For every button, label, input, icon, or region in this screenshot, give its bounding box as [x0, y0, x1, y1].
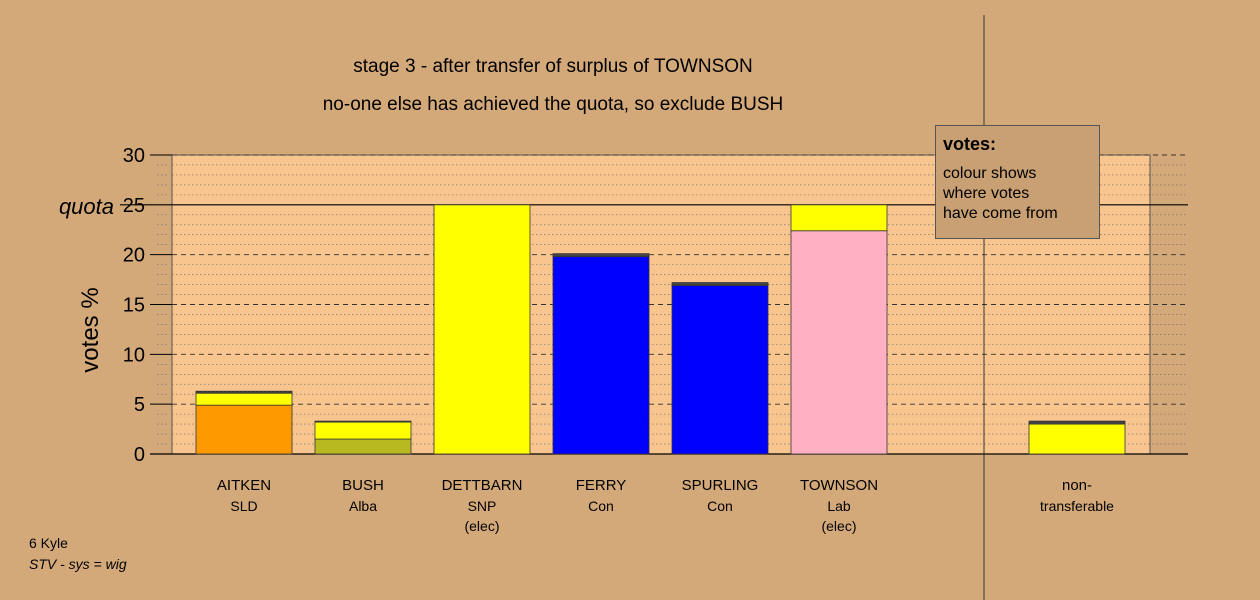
- bar-segment: [314, 438, 412, 455]
- y-tick-label: 5: [134, 394, 145, 416]
- x-tick-label: Lab: [827, 498, 851, 514]
- legend-title: votes:: [943, 134, 997, 154]
- x-tick-label: (elec): [821, 518, 856, 534]
- y-tick-label: 15: [123, 295, 145, 317]
- x-tick-label: BUSH: [342, 477, 384, 494]
- y-tick-label: 30: [123, 145, 145, 167]
- x-tick-label: transferable: [1040, 498, 1114, 514]
- bar-segment: [1028, 420, 1126, 425]
- x-tick-label: Con: [707, 498, 733, 514]
- legend-line-3: have come from: [943, 205, 1058, 222]
- bar-segment: [671, 282, 769, 286]
- x-tick-label: SNP: [468, 498, 497, 514]
- chart-subtitle: no-one else has achieved the quota, so e…: [323, 94, 784, 115]
- x-tick-label: FERRY: [576, 477, 627, 494]
- quota-label: quota: [59, 194, 114, 219]
- footer-constituency: 6 Kyle: [29, 535, 68, 551]
- bar-segment: [552, 256, 650, 455]
- bar-segment: [314, 421, 412, 440]
- x-tick-label: SPURLING: [682, 477, 759, 494]
- legend-line-1: colour shows: [943, 165, 1037, 182]
- legend-box: votes: colour shows where votes have com…: [935, 125, 1100, 239]
- x-tick-label: non-: [1062, 477, 1092, 494]
- bar-segment: [671, 285, 769, 455]
- bar-segment: [433, 204, 531, 455]
- x-tick-label: Con: [588, 498, 614, 514]
- bar-segment: [790, 230, 888, 455]
- x-tick-label: DETTBARN: [442, 477, 523, 494]
- bar-segment: [790, 204, 888, 232]
- x-tick-label: (elec): [464, 518, 499, 534]
- x-tick-label: Alba: [349, 498, 377, 514]
- x-tick-label: AITKEN: [217, 477, 271, 494]
- bar-segment: [552, 253, 650, 258]
- bar-segment: [195, 392, 293, 406]
- chart-title: stage 3 - after transfer of surplus of T…: [353, 56, 753, 77]
- x-tick-label: TOWNSON: [800, 477, 878, 494]
- bar-segment: [1028, 423, 1126, 455]
- bar-segment: [195, 390, 293, 394]
- y-tick-label: 20: [123, 245, 145, 267]
- legend-line-2: where votes: [943, 185, 1030, 202]
- footer-system: STV - sys = wig: [29, 556, 127, 572]
- x-tick-label: SLD: [230, 498, 257, 514]
- y-tick-label: 10: [123, 344, 145, 366]
- y-tick-label: 25: [123, 195, 145, 217]
- bar-segment: [314, 420, 412, 423]
- y-axis-label: votes %: [77, 287, 104, 372]
- bar-segment: [195, 404, 293, 455]
- y-tick-label: 0: [134, 444, 145, 466]
